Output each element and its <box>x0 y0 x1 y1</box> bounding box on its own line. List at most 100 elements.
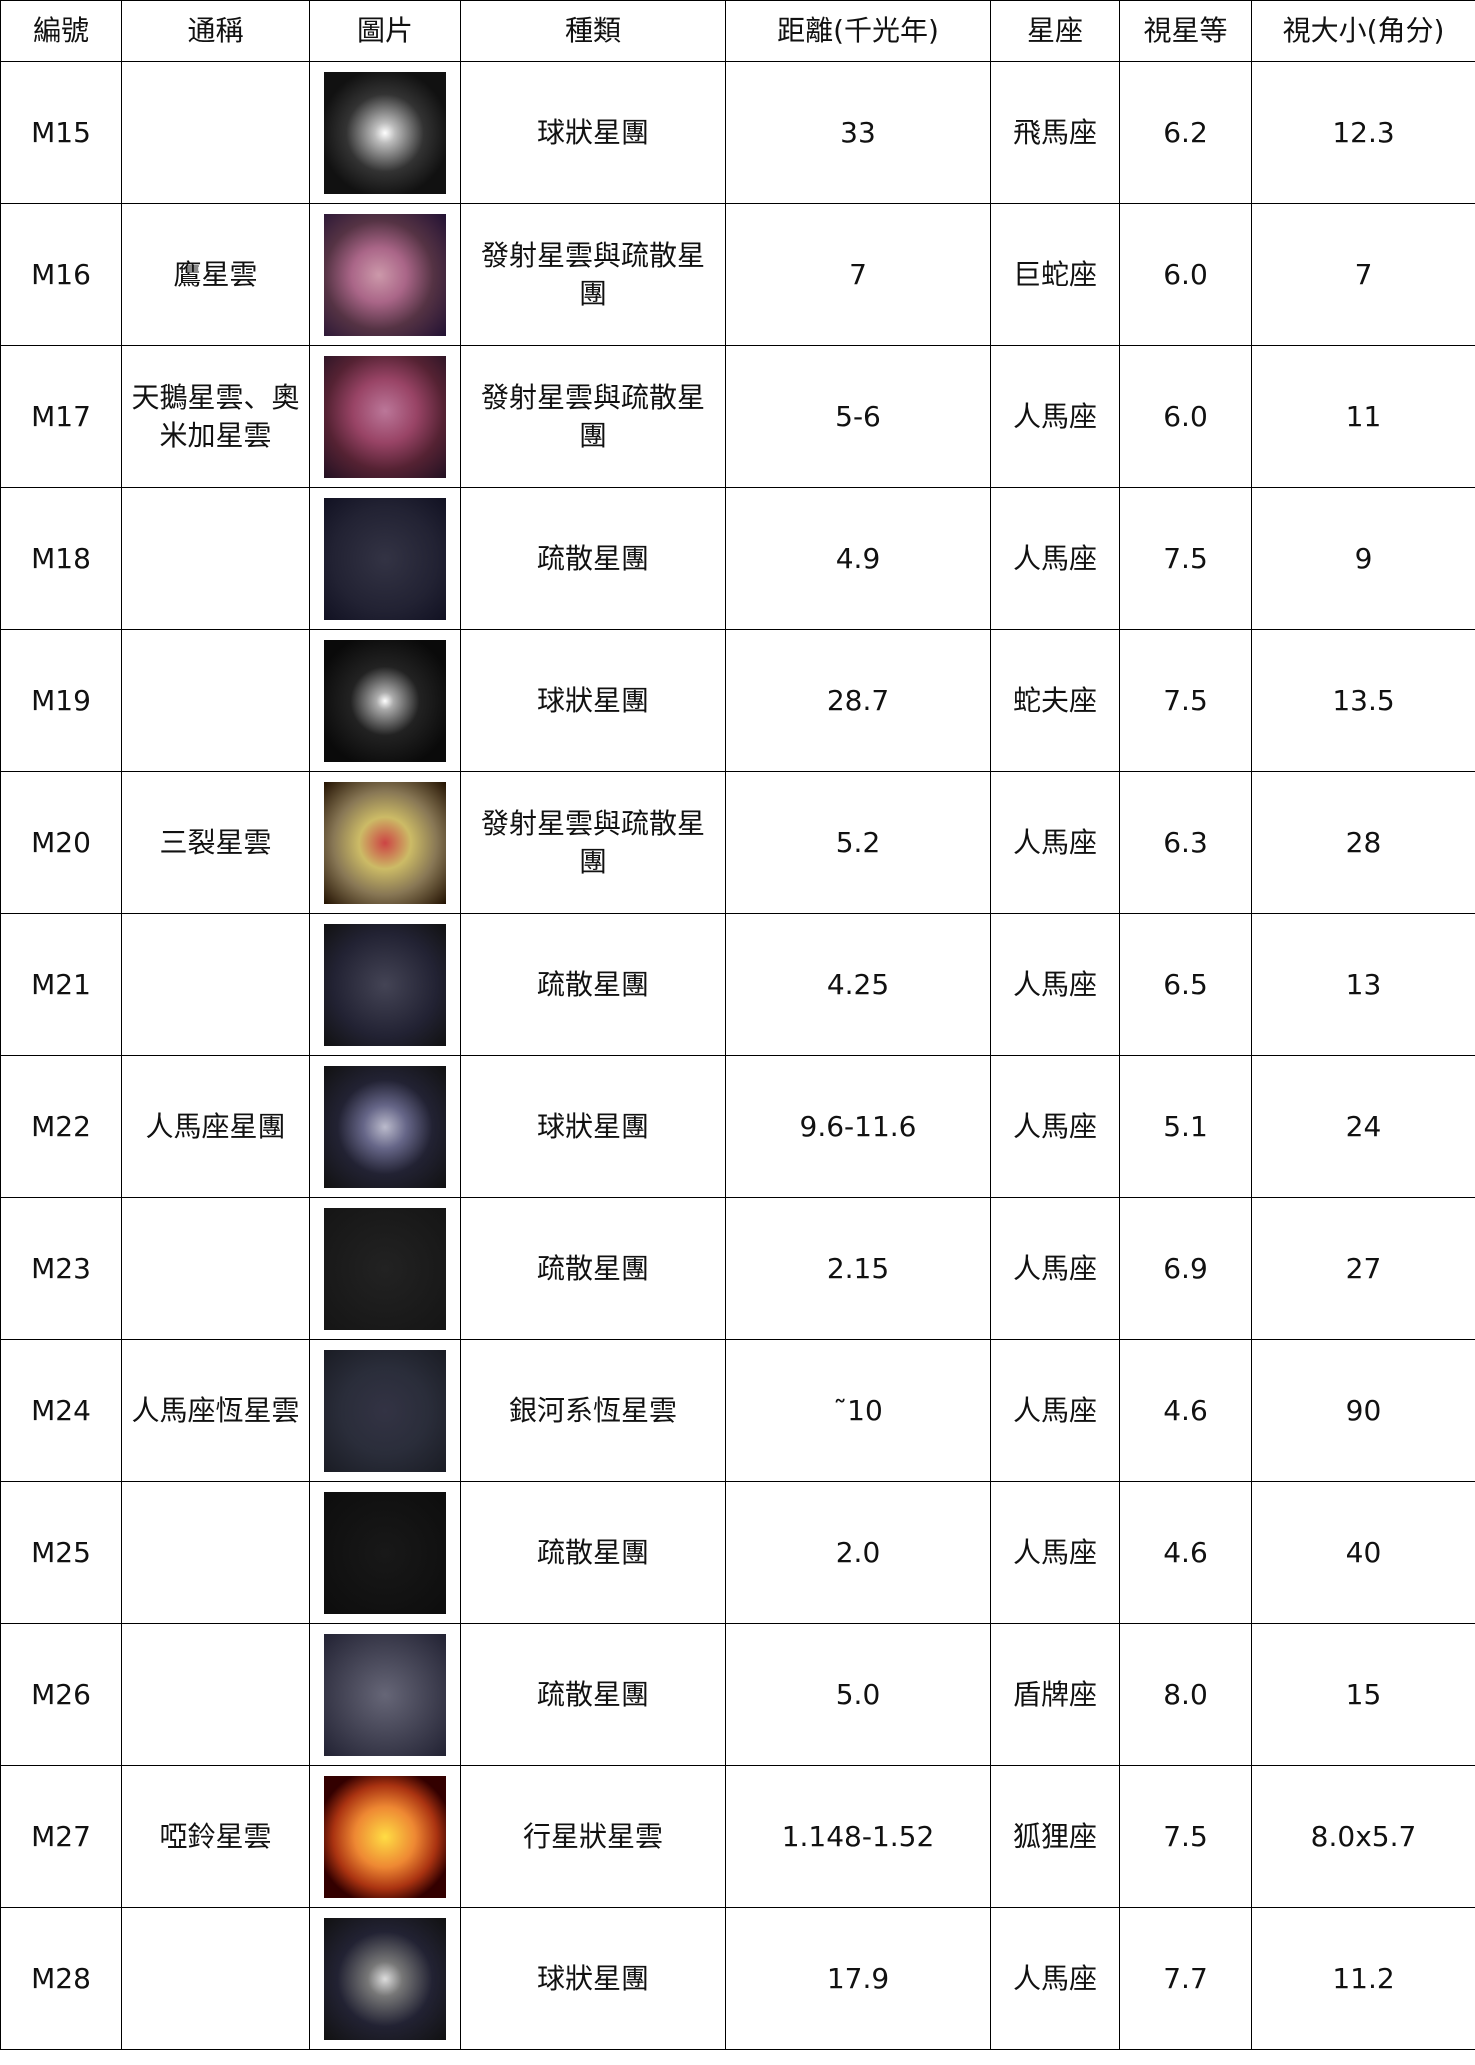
cell: 狐狸座 <box>990 1765 1120 1908</box>
cell <box>121 61 310 204</box>
image-cell <box>309 771 461 914</box>
cell: 盾牌座 <box>990 1623 1120 1766</box>
cell: 發射星雲與疏散星團 <box>460 771 726 914</box>
cell: 球狀星團 <box>460 61 726 204</box>
cell: 24 <box>1251 1055 1475 1198</box>
image-cell <box>309 1481 461 1624</box>
cell: M24 <box>0 1339 122 1482</box>
column-header: 視星等 <box>1119 0 1252 62</box>
cell: 6.0 <box>1119 203 1252 346</box>
cell: 疏散星團 <box>460 1197 726 1340</box>
table-row: M27 啞鈴星雲 行星狀星雲 1.148-1.52 狐狸座 7.5 8.0x5.7 <box>0 1765 1475 1908</box>
cell: M22 <box>0 1055 122 1198</box>
object-image <box>324 1207 446 1330</box>
column-header: 視大小(角分) <box>1251 0 1475 62</box>
cell: 銀河系恆星雲 <box>460 1339 726 1482</box>
cell: 發射星雲與疏散星團 <box>460 203 726 346</box>
cell: 5.0 <box>725 1623 991 1766</box>
cell: 7.5 <box>1119 629 1252 772</box>
cell: 6.9 <box>1119 1197 1252 1340</box>
cell: 6.0 <box>1119 345 1252 488</box>
object-image <box>324 781 446 904</box>
cell: M17 <box>0 345 122 488</box>
column-header: 星座 <box>990 0 1120 62</box>
cell: 人馬座 <box>990 1907 1120 2050</box>
image-cell <box>309 629 461 772</box>
cell: 5-6 <box>725 345 991 488</box>
cell: 6.2 <box>1119 61 1252 204</box>
table-row: M23 疏散星團 2.15 人馬座 6.9 27 <box>0 1197 1475 1340</box>
table-row: M25 疏散星團 2.0 人馬座 4.6 40 <box>0 1481 1475 1624</box>
cell: 飛馬座 <box>990 61 1120 204</box>
cell <box>121 487 310 630</box>
cell: 11.2 <box>1251 1907 1475 2050</box>
object-image <box>324 1065 446 1188</box>
cell: 人馬座 <box>990 1339 1120 1482</box>
cell: 7.5 <box>1119 1765 1252 1908</box>
cell <box>121 1623 310 1766</box>
cell: M23 <box>0 1197 122 1340</box>
image-cell <box>309 487 461 630</box>
cell: 人馬座 <box>990 913 1120 1056</box>
cell: 1.148-1.52 <box>725 1765 991 1908</box>
cell: 13 <box>1251 913 1475 1056</box>
table-body: M15 球狀星團 33 飛馬座 6.2 12.3 M16 鷹星雲 發射星雲與疏散星團 7 巨蛇座 6.… <box>0 61 1475 2050</box>
object-image <box>324 1349 446 1472</box>
image-cell <box>309 1907 461 2050</box>
cell: 疏散星團 <box>460 487 726 630</box>
cell: 發射星雲與疏散星團 <box>460 345 726 488</box>
cell: 人馬座 <box>990 771 1120 914</box>
cell: M25 <box>0 1481 122 1624</box>
cell: 人馬座 <box>990 1197 1120 1340</box>
cell: M19 <box>0 629 122 772</box>
cell: 40 <box>1251 1481 1475 1624</box>
cell: 7.5 <box>1119 487 1252 630</box>
cell: 天鵝星雲、奧米加星雲 <box>121 345 310 488</box>
column-header: 編號 <box>0 0 122 62</box>
cell: 4.6 <box>1119 1339 1252 1482</box>
cell: 13.5 <box>1251 629 1475 772</box>
cell: 6.5 <box>1119 913 1252 1056</box>
cell: 巨蛇座 <box>990 203 1120 346</box>
table-row: M16 鷹星雲 發射星雲與疏散星團 7 巨蛇座 6.0 7 <box>0 203 1475 346</box>
cell: 9 <box>1251 487 1475 630</box>
table-row: M28 球狀星團 17.9 人馬座 7.7 11.2 <box>0 1907 1475 2050</box>
cell: 7 <box>725 203 991 346</box>
cell: 人馬座 <box>990 345 1120 488</box>
column-header: 種類 <box>460 0 726 62</box>
cell: 15 <box>1251 1623 1475 1766</box>
image-cell <box>309 345 461 488</box>
cell: 5.1 <box>1119 1055 1252 1198</box>
cell <box>121 1197 310 1340</box>
table-row: M22 人馬座星團 球狀星團 9.6-11.6 人馬座 5.1 24 <box>0 1055 1475 1198</box>
cell: 6.3 <box>1119 771 1252 914</box>
object-image <box>324 639 446 762</box>
image-cell <box>309 1623 461 1766</box>
cell <box>121 913 310 1056</box>
cell: M26 <box>0 1623 122 1766</box>
table-row: M24 人馬座恆星雲 銀河系恆星雲 ˜10 人馬座 4.6 90 <box>0 1339 1475 1482</box>
table-row: M19 球狀星團 28.7 蛇夫座 7.5 13.5 <box>0 629 1475 772</box>
table-row: M20 三裂星雲 發射星雲與疏散星團 5.2 人馬座 6.3 28 <box>0 771 1475 914</box>
cell: M20 <box>0 771 122 914</box>
object-image <box>324 1491 446 1614</box>
object-image <box>324 213 446 336</box>
column-header: 圖片 <box>309 0 461 62</box>
cell: 4.6 <box>1119 1481 1252 1624</box>
object-image <box>324 923 446 1046</box>
header-row: 編號 通稱 圖片 種類 距離(千光年) 星座 視星等 視大小(角分) <box>0 0 1475 62</box>
image-cell <box>309 913 461 1056</box>
cell: 4.9 <box>725 487 991 630</box>
cell: 9.6-11.6 <box>725 1055 991 1198</box>
cell: 球狀星團 <box>460 1907 726 2050</box>
cell: 17.9 <box>725 1907 991 2050</box>
table-row: M18 疏散星團 4.9 人馬座 7.5 9 <box>0 487 1475 630</box>
image-cell <box>309 1765 461 1908</box>
cell <box>121 629 310 772</box>
column-header: 距離(千光年) <box>725 0 991 62</box>
cell: 疏散星團 <box>460 1623 726 1766</box>
cell: 4.25 <box>725 913 991 1056</box>
cell: M27 <box>0 1765 122 1908</box>
cell: 5.2 <box>725 771 991 914</box>
